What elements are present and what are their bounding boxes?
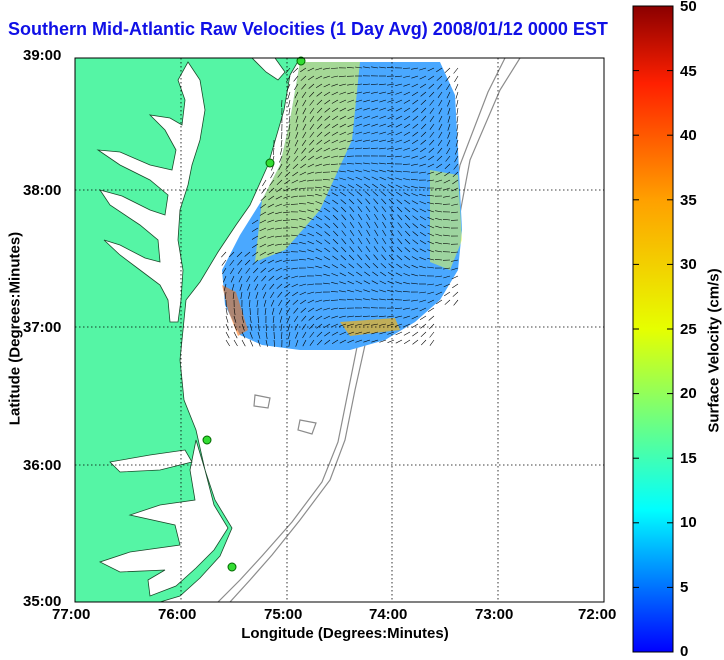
x-tick-label: 72:00 [578,606,616,623]
y-tick-label: 36:00 [23,457,61,474]
y-tick-label: 38:00 [23,182,61,199]
figure-title: Southern Mid-Atlantic Raw Velocities (1 … [8,19,608,40]
x-tick-label: 73:00 [475,606,513,623]
y-tick-label: 39:00 [23,47,61,64]
y-tick-label: 37:00 [23,319,61,336]
station-marker [266,159,274,167]
colorbar-tick-label: 45 [680,63,697,80]
colorbar-tick-label: 10 [680,514,697,531]
x-tick-label: 76:00 [158,606,196,623]
y-tick-label: 35:00 [23,593,61,610]
colorbar-tick-label: 20 [680,385,697,402]
station-marker [203,436,211,444]
station-marker [228,563,236,571]
x-axis-label: Longitude (Degrees:Minutes) [200,625,490,642]
colorbar-tick-label: 40 [680,127,697,144]
colorbar-tick-label: 25 [680,321,697,338]
colorbar-tick-label: 35 [680,192,697,209]
colorbar-tick-label: 30 [680,256,697,273]
x-tick-label: 75:00 [264,606,302,623]
colorbar-tick-label: 50 [680,0,697,15]
y-axis-label: Latitude (Degrees:Minutes) [7,199,24,459]
colorbar-tick-label: 15 [680,450,697,467]
colorbar-tick-label: 5 [680,579,688,596]
colorbar-label: Surface Velocity (cm/s) [706,231,723,471]
colorbar-tick-label: 0 [680,643,688,660]
x-tick-label: 74:00 [369,606,407,623]
